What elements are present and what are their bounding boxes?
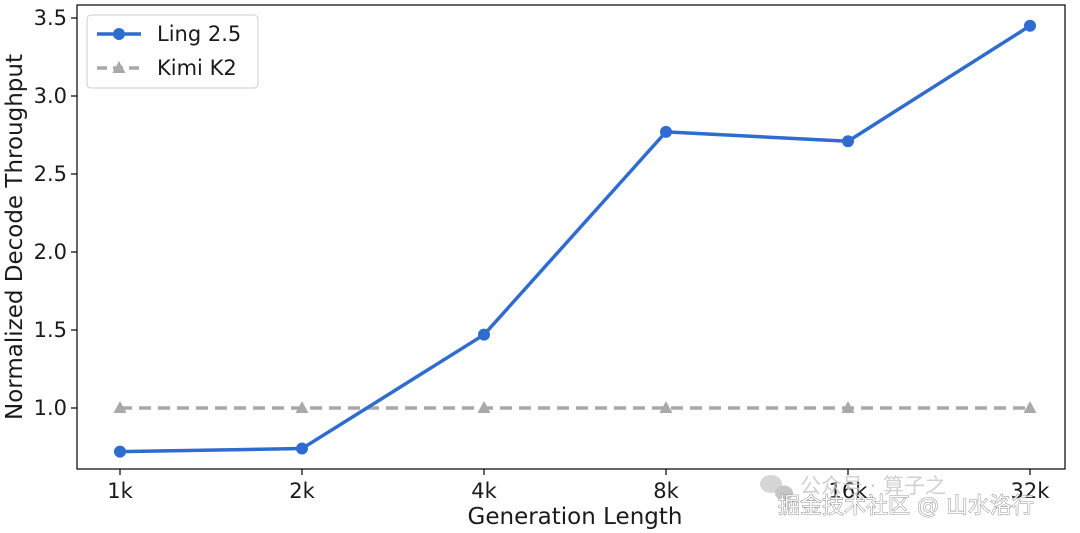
data-point-kimi <box>113 401 127 413</box>
watermark: 公众号 · 算子之 掘金技术社区 @ 山水洛行 <box>760 474 1034 519</box>
y-tick-label: 1.0 <box>34 396 67 420</box>
y-tick-label: 3.5 <box>34 6 67 30</box>
data-point-kimi <box>477 401 491 413</box>
legend-marker-kimi <box>112 61 126 73</box>
data-point-ling <box>660 125 672 138</box>
watermark-line1: 公众号 · 算子之 <box>800 474 946 498</box>
watermark-line2: 掘金技术社区 @ 山水洛行 <box>778 494 1034 519</box>
wechat-icon <box>760 475 793 501</box>
plot-frame <box>76 4 1066 470</box>
legend: Ling 2.5 Kimi K2 <box>86 14 259 89</box>
data-point-ling <box>842 135 854 148</box>
data-point-kimi <box>841 401 855 413</box>
data-point-ling <box>114 445 126 458</box>
x-tick-label: 8k <box>653 479 679 503</box>
legend-marker-ling <box>113 28 125 40</box>
x-axis-label: Generation Length <box>468 504 683 530</box>
x-tick-label: 4k <box>471 479 497 503</box>
legend-label-ling: Ling 2.5 <box>157 22 241 46</box>
y-axis-label: Normalized Decode Throughput <box>2 54 28 420</box>
y-tick-label: 3.0 <box>34 84 67 108</box>
y-tick-label: 1.5 <box>34 318 67 342</box>
series-line-ling <box>119 24 1031 454</box>
x-axis-ticks: 1k 2k 4k 8k 16k 32k <box>107 469 1050 503</box>
x-tick-label: 2k <box>289 479 315 503</box>
data-point-ling <box>296 442 308 455</box>
x-tick-label: 1k <box>107 479 133 503</box>
y-tick-label: 2.5 <box>34 162 67 186</box>
data-point-kimi <box>659 401 673 413</box>
plot-layer <box>113 19 1037 458</box>
data-point-ling <box>478 328 490 341</box>
data-point-kimi <box>295 401 309 413</box>
legend-label-kimi: Kimi K2 <box>157 56 237 80</box>
y-axis-ticks: 1.0 1.5 2.0 2.5 3.0 3.5 <box>34 6 77 420</box>
data-point-ling <box>1024 19 1036 32</box>
y-tick-label: 2.0 <box>34 240 67 264</box>
data-point-kimi <box>1023 401 1037 413</box>
x-tick-label: 32k <box>1011 479 1051 503</box>
x-tick-label: 16k <box>829 479 869 503</box>
